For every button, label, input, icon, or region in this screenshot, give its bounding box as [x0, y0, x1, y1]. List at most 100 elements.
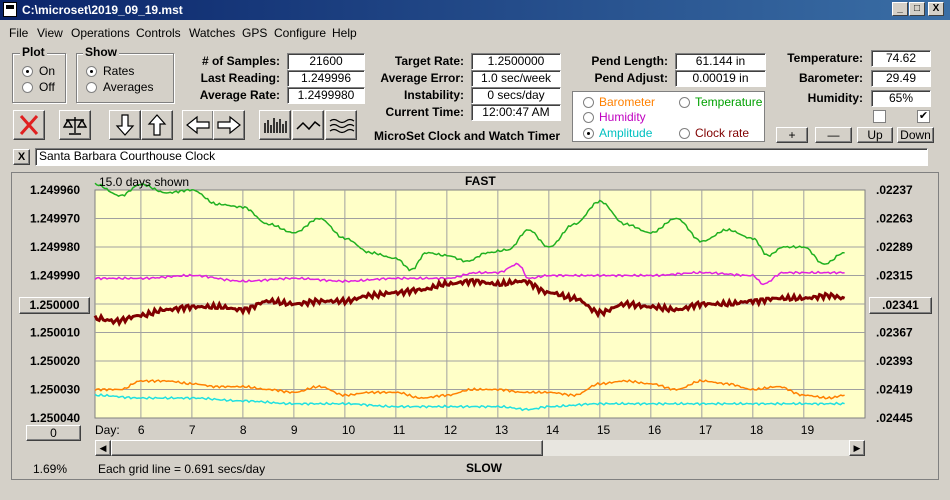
menu-view[interactable]: View — [37, 26, 63, 40]
clock-rate-radio[interactable] — [679, 128, 690, 139]
x-tick-label: 15 — [597, 423, 611, 437]
plus-button[interactable]: + — [776, 127, 808, 143]
x-tick-label: 7 — [189, 423, 196, 437]
x-tick-label: 6 — [138, 423, 145, 437]
current-time-field: 12:00:47 AM — [471, 104, 561, 121]
app-icon[interactable] — [3, 2, 17, 17]
x-tick-label: 19 — [801, 423, 815, 437]
window-title: C:\microset\2019_09_19.mst — [22, 3, 183, 17]
plot-panel — [11, 172, 939, 480]
wave-view-button[interactable] — [325, 110, 357, 140]
series-line — [94, 262, 845, 286]
plot-off-label: Off — [39, 80, 55, 94]
samples-field: 21600 — [287, 53, 365, 70]
show-rates-radio[interactable] — [86, 66, 97, 77]
pend-adjust-field: 0.00019 in — [675, 70, 766, 87]
stop-button[interactable] — [13, 110, 45, 140]
zero-button[interactable]: 0 — [26, 425, 81, 441]
left-checkbox[interactable] — [873, 110, 886, 123]
days-shown-label: 15.0 days shown — [99, 175, 190, 189]
x-tick-label: 17 — [699, 423, 713, 437]
x-tick-label: 16 — [648, 423, 662, 437]
show-averages-radio[interactable] — [86, 82, 97, 93]
average-error-field: 1.0 sec/week — [471, 70, 561, 87]
slow-label: SLOW — [466, 461, 502, 475]
scroll-left-button[interactable]: ◀ — [95, 440, 111, 456]
pend-length-field[interactable]: 61.144 in — [675, 53, 766, 70]
plot-on-radio[interactable] — [22, 66, 33, 77]
menu-help[interactable]: Help — [332, 26, 357, 40]
left-tick-label: 1.249990 — [30, 269, 80, 283]
series-line — [94, 393, 845, 412]
pend-length-label: Pend Length: — [591, 54, 668, 68]
left-tick-label: 1.250020 — [30, 354, 80, 368]
menu-file[interactable]: File — [9, 26, 29, 40]
menu-controls[interactable]: Controls — [136, 26, 181, 40]
x-tick-label: 12 — [444, 423, 458, 437]
left-tick-label: 1.249970 — [30, 212, 80, 226]
right-tick-label: .02237 — [876, 183, 913, 197]
menu-gps[interactable]: GPS — [242, 26, 268, 40]
x-tick-label: 18 — [750, 423, 764, 437]
temperature-field: 74.62 — [871, 50, 931, 67]
scroll-right-button[interactable]: ▶ — [849, 440, 865, 456]
left-tick-label: 1.250010 — [30, 326, 80, 340]
fast-label: FAST — [465, 174, 496, 188]
plot-group-title: Plot — [20, 45, 47, 59]
temperature-label: Temperature: — [787, 51, 863, 65]
right-tick-label: .02393 — [876, 354, 913, 368]
scroll-thumb[interactable] — [111, 440, 543, 456]
amplitude-radio[interactable] — [583, 128, 594, 139]
right-checkbox[interactable]: ✔ — [917, 110, 930, 123]
barometer-field: 29.49 — [871, 70, 931, 87]
percent-label: 1.69% — [33, 462, 68, 476]
arrow-left-icon — [186, 115, 210, 135]
balance-button[interactable] — [59, 110, 91, 140]
down-button[interactable]: Down — [897, 127, 934, 143]
plot-on-label: On — [39, 64, 56, 78]
show-group-title: Show — [83, 45, 119, 59]
barometer-radio[interactable] — [583, 97, 594, 108]
arrow-up-icon — [147, 114, 167, 136]
clock-name-field[interactable]: Santa Barbara Courthouse Clock — [35, 148, 928, 166]
arrow-right-button[interactable] — [213, 110, 245, 140]
humidity-field: 65% — [871, 90, 931, 107]
humidity-radio[interactable] — [583, 112, 594, 123]
temperature-radio[interactable] — [679, 97, 690, 108]
right-tick-label: .02315 — [876, 269, 913, 283]
menu-watches[interactable]: Watches — [189, 26, 236, 40]
current-time-label: Current Time: — [385, 105, 464, 119]
barometer-label: Barometer: — [798, 71, 863, 85]
menu-configure[interactable]: Configure — [274, 26, 327, 40]
day-label: Day: — [95, 423, 120, 437]
average-rate-label: Average Rate: — [199, 88, 280, 102]
center-value-button[interactable]: 1.250000 — [19, 297, 90, 314]
amplitude-option-label: Amplitude — [599, 126, 653, 140]
arrow-down-button[interactable] — [109, 110, 141, 140]
plot-off-radio[interactable] — [22, 82, 33, 93]
close-clock-button[interactable]: X — [13, 149, 30, 165]
instability-label: Instability: — [403, 88, 464, 102]
series-line — [94, 378, 845, 400]
close-window-button[interactable]: X — [928, 2, 944, 16]
arrow-up-button[interactable] — [141, 110, 173, 140]
show-averages-label: Averages — [103, 80, 154, 94]
minimize-button[interactable]: _ — [892, 2, 908, 16]
right-tick-label: .02445 — [876, 411, 913, 425]
red-x-icon — [19, 115, 39, 135]
up-button[interactable]: Up — [857, 127, 893, 143]
line-view-button[interactable] — [292, 110, 324, 140]
title-bar — [0, 0, 950, 20]
minus-button[interactable]: — — [815, 127, 852, 143]
maximize-button[interactable]: □ — [909, 2, 925, 16]
bars-view-button[interactable] — [259, 110, 291, 140]
wave-lines-icon — [329, 118, 355, 134]
menu-operations[interactable]: Operations — [71, 26, 130, 40]
target-rate-field[interactable]: 1.2500000 — [471, 53, 561, 70]
x-tick-label: 9 — [291, 423, 298, 437]
last-reading-label: Last Reading: — [200, 71, 280, 85]
app-name: MicroSet Clock and Watch Timer — [374, 129, 561, 143]
arrow-down-icon — [115, 114, 135, 136]
right-value-button[interactable]: .02341 — [869, 297, 932, 314]
